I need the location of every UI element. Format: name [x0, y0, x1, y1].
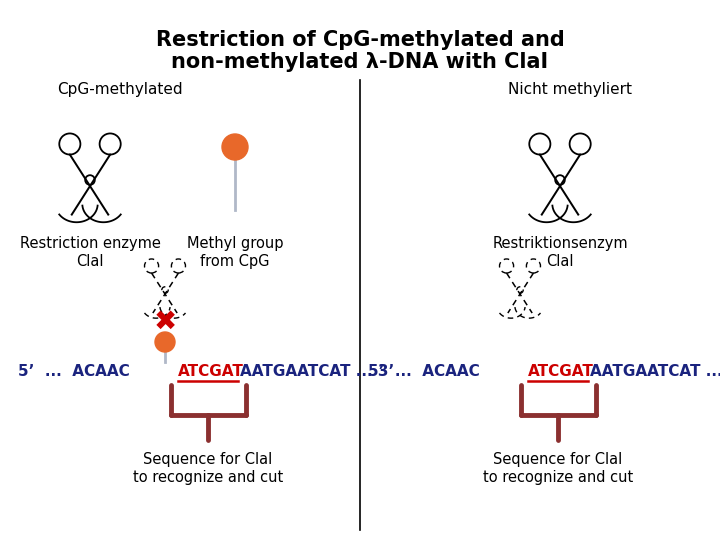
Text: to recognize and cut: to recognize and cut — [133, 470, 283, 485]
Text: AATGAATCAT ... 3’: AATGAATCAT ... 3’ — [240, 364, 395, 380]
Text: ATCGAT: ATCGAT — [178, 364, 244, 380]
Circle shape — [155, 332, 175, 352]
Text: non-methylated λ-DNA with ClaI: non-methylated λ-DNA with ClaI — [171, 52, 549, 72]
Text: to recognize and cut: to recognize and cut — [483, 470, 633, 485]
Circle shape — [222, 134, 248, 160]
Text: 5’  ...  ACAAC: 5’ ... ACAAC — [368, 364, 480, 380]
Text: Nicht methyliert: Nicht methyliert — [508, 82, 632, 97]
Text: AATGAATCAT ... 3’: AATGAATCAT ... 3’ — [590, 364, 720, 380]
Text: ClaI: ClaI — [546, 254, 574, 269]
Text: ATCGAT: ATCGAT — [528, 364, 594, 380]
Text: ClaI: ClaI — [76, 254, 104, 269]
Text: Restriction of CpG-methylated and: Restriction of CpG-methylated and — [156, 30, 564, 50]
Text: from CpG: from CpG — [200, 254, 270, 269]
Text: Restriction enzyme: Restriction enzyme — [19, 236, 161, 251]
Text: CpG-methylated: CpG-methylated — [57, 82, 183, 97]
Text: Sequence for ClaI: Sequence for ClaI — [493, 452, 623, 467]
Text: Methyl group: Methyl group — [186, 236, 283, 251]
Text: Restriktionsenzym: Restriktionsenzym — [492, 236, 628, 251]
Text: ✖: ✖ — [153, 308, 176, 336]
Text: 5’  ...  ACAAC: 5’ ... ACAAC — [18, 364, 130, 380]
Text: Sequence for ClaI: Sequence for ClaI — [143, 452, 273, 467]
